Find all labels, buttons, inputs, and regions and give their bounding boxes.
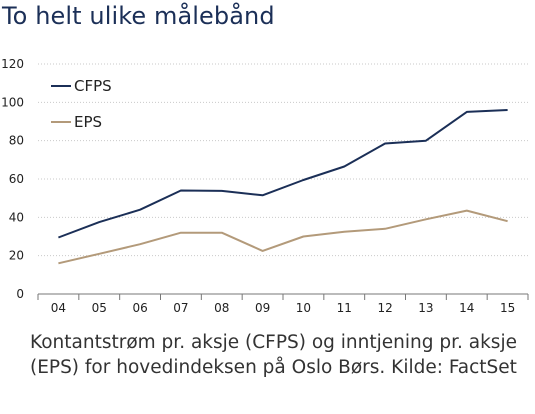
x-tick-label: 07 [173,301,188,315]
y-tick-label: 80 [9,134,24,148]
x-tick-label: 06 [132,301,147,315]
series-line-cfps [58,109,508,239]
x-tick-label: 12 [377,301,392,315]
legend: CFPS EPS [51,77,112,131]
x-tick-label: 11 [337,301,352,315]
y-axis-tick-labels: 0 20 40 60 80 100 120 [1,57,24,301]
x-tick-label: 09 [255,301,270,315]
y-tick-label: 20 [9,249,24,263]
x-axis [37,293,529,300]
y-tick-label: 0 [16,287,24,301]
y-tick-label: 60 [9,172,24,186]
legend-label-eps: EPS [74,113,102,131]
x-axis-tick-labels: 04 05 06 07 08 09 10 11 12 13 14 15 [51,301,515,315]
x-tick-label: 08 [214,301,229,315]
series-lines [58,109,508,265]
gridlines [38,63,528,257]
caption: Kontantstrøm pr. aksje (CFPS) og inntjen… [30,330,530,380]
legend-label-cfps: CFPS [74,77,112,95]
line-chart: 0 20 40 60 80 100 120 04 05 06 07 08 09 10 11 12 13 14 15… [1,57,529,315]
y-tick-label: 40 [9,210,24,224]
x-tick-label: 05 [92,301,107,315]
x-tick-label: 13 [418,301,433,315]
caption-line-2: (EPS) for hovedindeksen på Oslo Børs. Ki… [30,357,517,378]
caption-line-1: Kontantstrøm pr. aksje (CFPS) og inntjen… [30,332,517,353]
chart-title: To helt ulike målebånd [2,2,275,30]
x-tick-label: 14 [459,301,474,315]
y-tick-label: 100 [1,95,24,109]
y-tick-label: 120 [1,57,24,71]
series-line-eps [58,209,508,265]
x-tick-label: 04 [51,301,66,315]
x-tick-label: 15 [500,301,515,315]
x-tick-label: 10 [296,301,311,315]
